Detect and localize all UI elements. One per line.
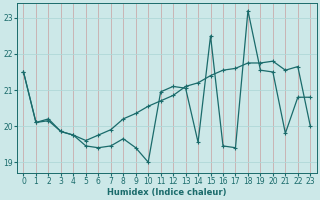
X-axis label: Humidex (Indice chaleur): Humidex (Indice chaleur) bbox=[107, 188, 227, 197]
